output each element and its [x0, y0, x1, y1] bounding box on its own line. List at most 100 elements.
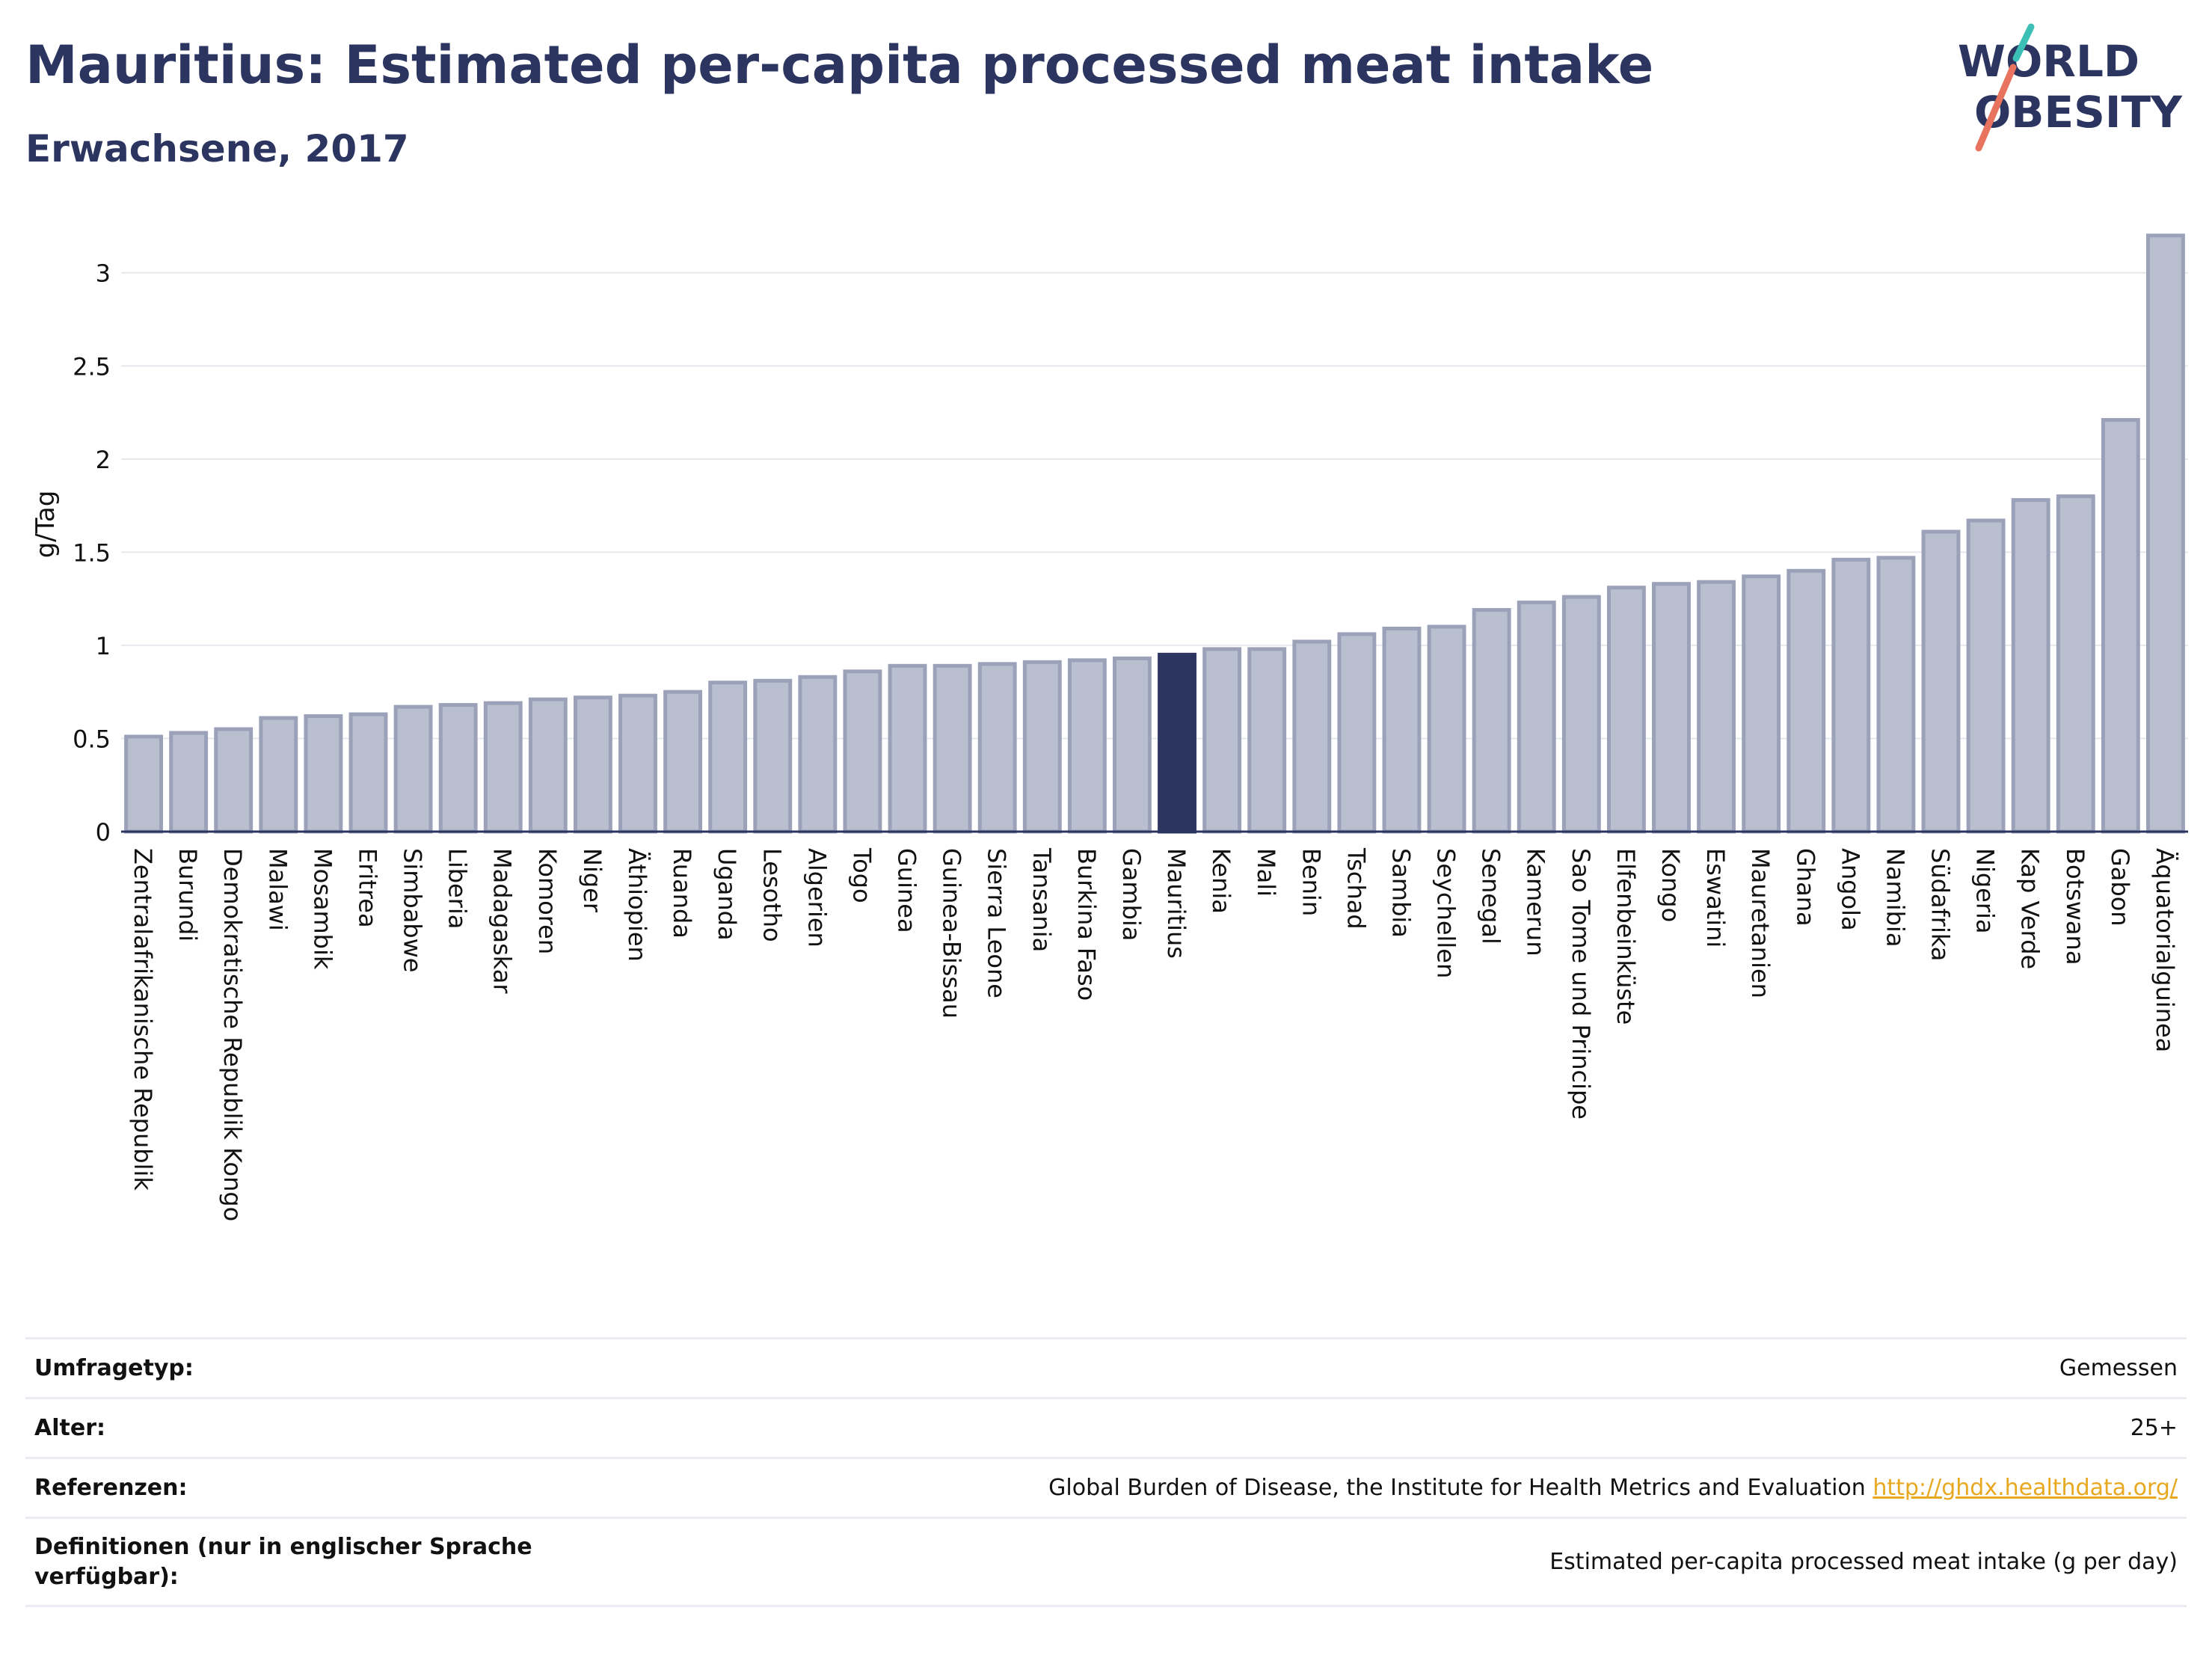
info-row-survey: Umfragetyp: Gemessen [25, 1337, 2187, 1399]
bar[interactable] [798, 675, 838, 834]
x-tick-label: Kenia [1207, 848, 1235, 914]
info-row-references: Referenzen: Global Burden of Disease, th… [25, 1457, 2187, 1519]
logo-line-1: WORLD [1958, 36, 2139, 87]
bar[interactable] [2011, 498, 2050, 834]
bar[interactable] [1472, 608, 1511, 834]
bar[interactable] [438, 703, 478, 834]
x-tick-label: Ruanda [668, 848, 696, 939]
info-row-definitions: Definitionen (nur in englischer Sprache … [25, 1517, 2187, 1607]
bar[interactable] [977, 662, 1017, 834]
x-tick-label: Elfenbeinküste [1612, 848, 1640, 1025]
bar[interactable] [259, 716, 298, 834]
x-tick-label: Kamerun [1522, 848, 1550, 957]
bar[interactable] [1787, 568, 1826, 834]
x-tick-label: Gambia [1117, 848, 1146, 941]
bar[interactable] [1742, 574, 1781, 834]
bar[interactable] [1113, 656, 1152, 834]
bar[interactable] [1831, 557, 1871, 834]
x-tick-label: Namibia [1881, 848, 1909, 947]
bar[interactable] [573, 696, 612, 834]
y-tick-label: 0.5 [73, 725, 111, 753]
bar[interactable] [708, 681, 748, 834]
bar[interactable] [618, 693, 657, 834]
bar[interactable] [1427, 624, 1466, 834]
bar[interactable] [1876, 556, 1916, 834]
page-title: Mauritius: Estimated per-capita processe… [25, 34, 1654, 96]
bar[interactable] [1652, 582, 1691, 834]
x-tick-label: Äquatorialguinea [2151, 848, 2179, 1052]
bars [124, 233, 2185, 834]
references-link[interactable]: http://ghdx.healthdata.org/ [1872, 1475, 2178, 1501]
logo-line-2: OBESITY [1974, 87, 2183, 138]
x-tick-label: Madagaskar [488, 848, 517, 994]
x-tick-label: Eritrea [353, 848, 381, 928]
x-tick-label: Lesotho [758, 848, 786, 942]
x-tick-label: Ghana [1791, 848, 1819, 927]
x-tick-label: Angola [1836, 848, 1864, 931]
definitions-label: Definitionen (nur in englischer Sprache … [25, 1517, 567, 1607]
bar[interactable] [348, 712, 388, 834]
bar[interactable] [1697, 580, 1736, 834]
bar[interactable] [393, 704, 433, 834]
bar[interactable] [2101, 418, 2140, 834]
x-tick-label: Burundi [173, 848, 202, 942]
bar[interactable] [933, 663, 972, 834]
bar[interactable] [214, 727, 254, 834]
x-tick-label: Kongo [1656, 848, 1685, 922]
logo-slash-top [2012, 23, 2035, 62]
bar[interactable] [1517, 601, 1556, 834]
bar[interactable] [1247, 647, 1287, 834]
info-row-age: Alter: 25+ [25, 1397, 2187, 1459]
bar[interactable] [1561, 595, 1601, 834]
bar[interactable] [169, 731, 209, 834]
x-tick-label: Burkina Faso [1072, 848, 1101, 1001]
bar[interactable] [304, 714, 343, 834]
y-tick-label: 2.5 [73, 352, 111, 381]
world-obesity-logo: WORLD OBESITY [1958, 23, 2183, 152]
y-tick-label: 3 [96, 260, 111, 288]
x-tick-label: Seychellen [1432, 848, 1460, 978]
bar[interactable] [1337, 632, 1377, 834]
logo-slash-bottom [1975, 64, 2017, 152]
references-text: Global Burden of Disease, the Institute … [1048, 1475, 1873, 1501]
bar[interactable] [888, 663, 927, 834]
x-tick-label: Botswana [2061, 848, 2089, 965]
x-tick-label: Äthiopien [623, 848, 651, 962]
x-tick-label: Südafrika [1926, 848, 1955, 961]
x-tick-label: Komoren [533, 848, 562, 954]
bar[interactable] [663, 690, 703, 834]
x-tick-label: Sambia [1386, 848, 1415, 938]
x-tick-label: Nigeria [1971, 848, 2000, 933]
x-tick-label: Demokratische Republik Kongo [218, 848, 247, 1221]
bar[interactable] [1292, 639, 1332, 834]
x-tick-label: Gabon [2106, 848, 2134, 927]
x-tick-label: Benin [1297, 848, 1325, 916]
bar[interactable] [124, 734, 163, 834]
x-tick-label: Mosambik [308, 848, 337, 970]
page-subtitle: Erwachsene, 2017 [25, 127, 409, 171]
survey-type-value: Gemessen [567, 1337, 2187, 1399]
bar[interactable] [2056, 494, 2095, 834]
bar[interactable] [2146, 233, 2185, 834]
x-tick-label: Eswatini [1701, 848, 1730, 948]
bar[interactable] [1966, 518, 2006, 834]
definitions-value: Estimated per-capita processed meat inta… [567, 1517, 2187, 1607]
bar[interactable] [843, 669, 882, 834]
bar[interactable] [1022, 660, 1062, 834]
bar[interactable] [1606, 586, 1646, 834]
bar[interactable] [483, 701, 523, 834]
bar[interactable] [1067, 658, 1107, 834]
bar[interactable] [753, 678, 793, 834]
bar[interactable] [1158, 652, 1196, 834]
references-label: Referenzen: [25, 1457, 567, 1519]
bar[interactable] [528, 697, 568, 834]
bar[interactable] [1382, 626, 1422, 834]
x-tick-label: Senegal [1477, 848, 1505, 945]
references-value: Global Burden of Disease, the Institute … [567, 1457, 2187, 1519]
y-axis-ticks: 0 0.5 1 1.5 2 2.5 3 [73, 260, 111, 847]
bar[interactable] [1202, 647, 1242, 834]
y-tick-label: 2 [96, 446, 111, 474]
bar[interactable] [1921, 529, 1961, 834]
x-tick-label: Tschad [1342, 847, 1370, 930]
x-tick-label: Sao Tome und Principe [1567, 848, 1595, 1120]
